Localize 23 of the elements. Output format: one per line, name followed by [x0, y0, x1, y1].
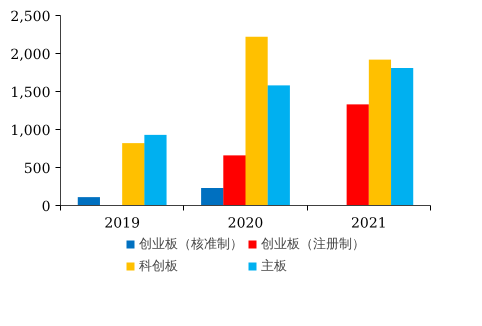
x-tick-label: 2020: [228, 216, 264, 232]
y-tick-label: 1,000: [10, 123, 51, 139]
y-tick-label: 1,500: [10, 85, 51, 101]
legend-label: 科创板: [139, 258, 178, 275]
bar: [246, 36, 268, 206]
bar: [368, 60, 392, 206]
x-tick-label: 2021: [351, 216, 387, 232]
x-tick-label: 2019: [104, 216, 140, 232]
y-tick-label: 2,000: [10, 47, 51, 63]
legend-label: 主板: [261, 258, 287, 275]
bar: [122, 143, 144, 206]
bar: [78, 197, 100, 206]
bar: [144, 134, 167, 206]
y-tick-label: 500: [24, 161, 51, 177]
legend-label: 创业板（注册制）: [261, 236, 365, 253]
y-tick-label: 2,500: [10, 9, 51, 25]
bar: [346, 104, 369, 206]
legend-label: 创业板（核准制）: [139, 236, 243, 253]
bar: [223, 155, 246, 206]
bar: [268, 85, 290, 206]
bar: [391, 68, 414, 206]
bar: [201, 188, 224, 206]
y-tick-label: 0: [42, 199, 51, 215]
